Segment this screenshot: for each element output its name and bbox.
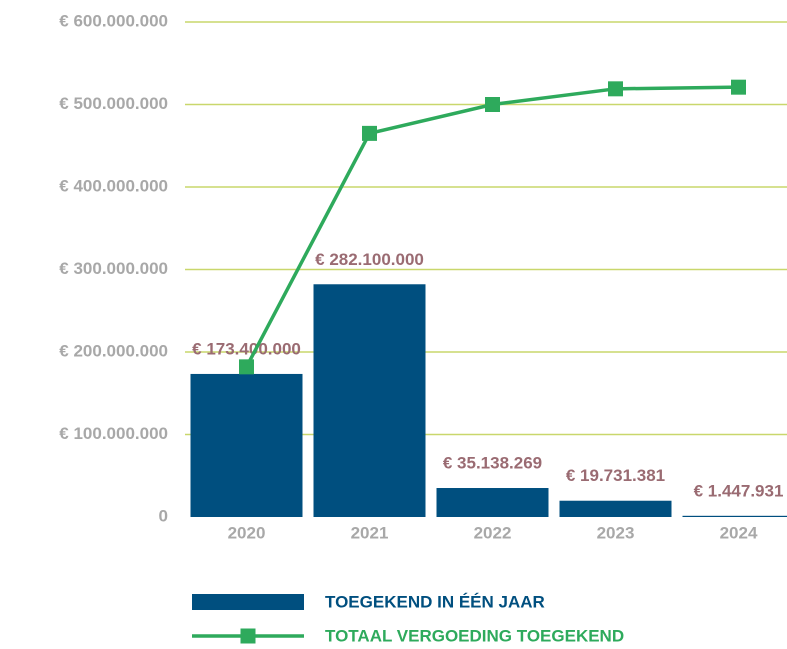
x-tick-label: 2023 <box>597 523 635 542</box>
line-marker <box>608 81 623 97</box>
data-label: € 282.100.000 <box>315 250 424 269</box>
legend-label: TOTAAL VERGOEDING TOEGEKEND <box>325 626 624 645</box>
data-label: € 19.731.381 <box>566 466 665 485</box>
data-label: € 173.400.000 <box>192 339 301 358</box>
line-marker <box>362 125 377 141</box>
y-tick-label: € 400.000.000 <box>59 176 168 195</box>
legend-swatch <box>192 594 304 610</box>
y-tick-label: 0 <box>159 506 168 525</box>
line-marker <box>731 79 746 95</box>
bar <box>313 284 426 517</box>
x-tick-label: 2024 <box>720 523 758 542</box>
y-tick-label: € 100.000.000 <box>59 424 168 443</box>
bar <box>559 500 672 517</box>
y-tick-label: € 200.000.000 <box>59 341 168 360</box>
legend-label: TOEGEKEND IN ÉÉN JAAR <box>325 592 545 611</box>
x-tick-label: 2021 <box>351 523 389 542</box>
line-marker <box>485 97 500 112</box>
bar <box>190 373 303 517</box>
data-label: € 35.138.269 <box>443 453 542 472</box>
y-tick-label: € 300.000.000 <box>59 259 168 278</box>
x-tick-label: 2020 <box>228 523 266 542</box>
bar <box>436 488 549 517</box>
y-tick-label: € 600.000.000 <box>59 11 168 30</box>
x-tick-label: 2022 <box>474 523 512 542</box>
y-tick-label: € 500.000.000 <box>59 94 168 113</box>
line-marker <box>239 359 254 375</box>
legend-marker <box>240 628 256 644</box>
bar <box>682 515 787 517</box>
data-label: € 1.447.931 <box>694 481 784 500</box>
